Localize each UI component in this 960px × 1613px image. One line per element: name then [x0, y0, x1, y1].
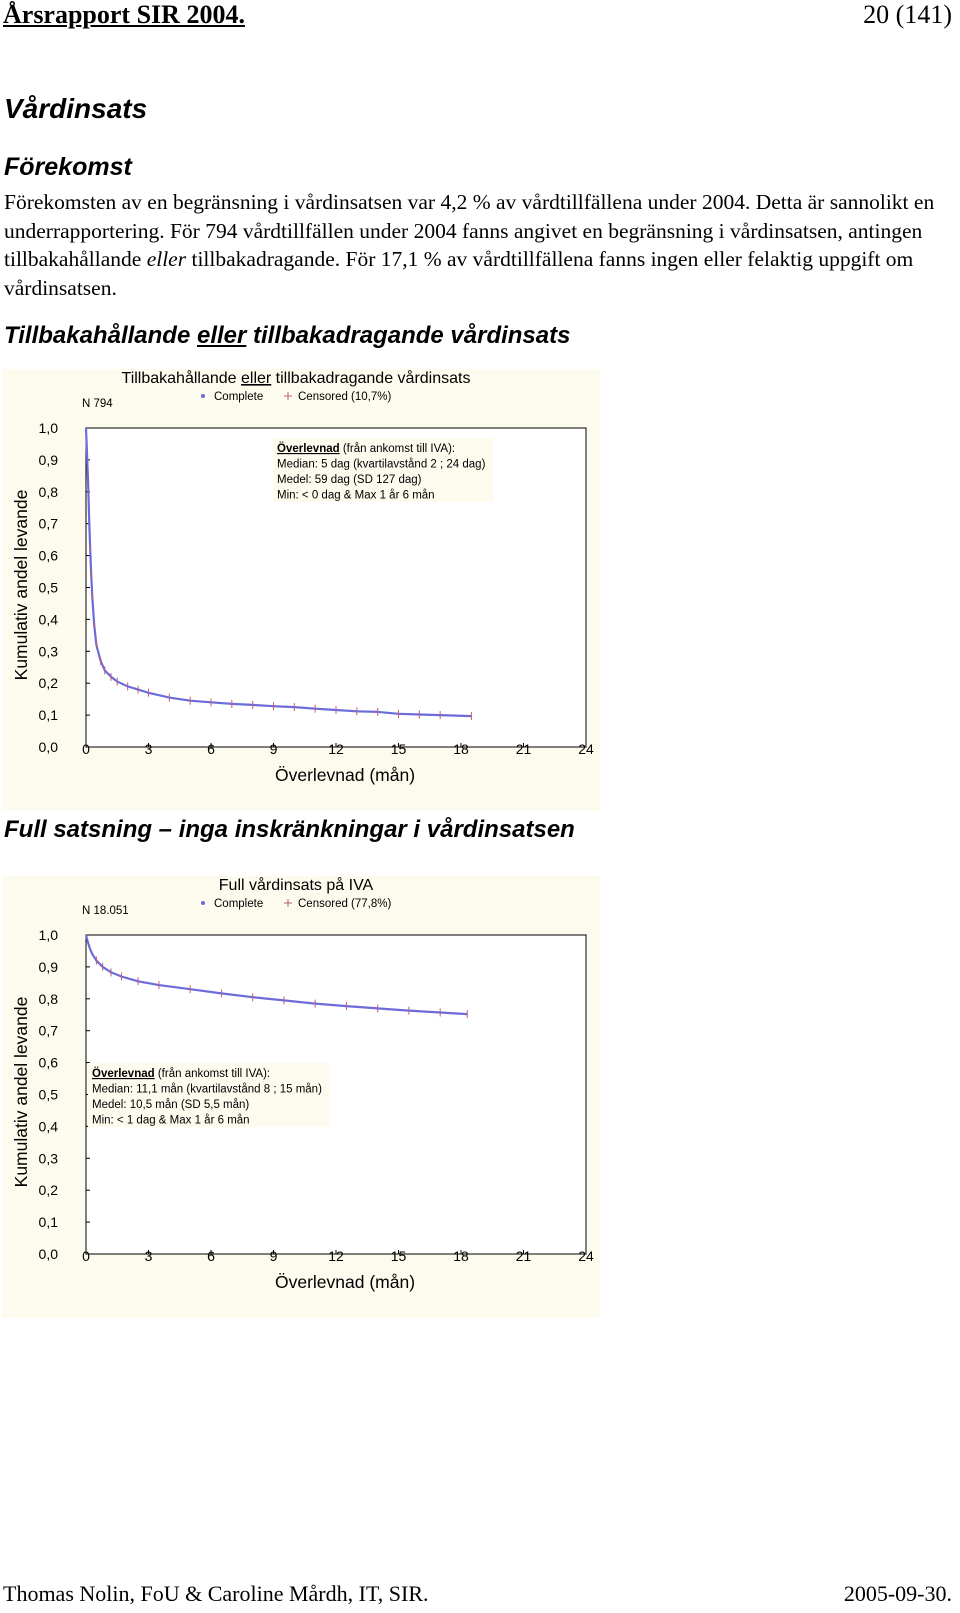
annotation-rest: (från ankomst till IVA):: [155, 1068, 270, 1080]
y-tick-label: 0,0: [39, 1246, 59, 1262]
y-tick-label: 0,5: [39, 580, 59, 596]
intro-paragraph: Förekomsten av en begränsning i vårdinsa…: [4, 188, 949, 302]
x-tick-label: 15: [391, 741, 407, 757]
paragraph-part1: Förekomsten av en begränsning i vårdinsa…: [4, 190, 935, 271]
y-tick-label: 0,1: [39, 1214, 59, 1230]
y-tick-label: 0,5: [39, 1087, 59, 1103]
x-tick-label: 0: [82, 741, 90, 757]
footer-authors: Thomas Nolin, FoU & Caroline Mårdh, IT, …: [3, 1581, 429, 1606]
y-tick-label: 0,1: [39, 707, 59, 723]
x-tick-label: 9: [270, 741, 278, 757]
chart-title: Full vårdinsats på IVA: [219, 876, 374, 894]
y-tick-label: 0,4: [39, 1118, 59, 1134]
legend-complete: Complete: [214, 391, 263, 403]
subsection-title: Förekomst: [4, 153, 132, 181]
x-tick-label: 21: [516, 741, 532, 757]
y-tick-label: 0,0: [39, 739, 59, 755]
x-tick-label: 24: [578, 741, 594, 757]
chart2-heading: Full satsning – inga inskränkningar i vå…: [4, 816, 575, 843]
y-tick-label: 0,7: [39, 1023, 59, 1039]
chart1-heading-pre: Tillbakahållande: [4, 322, 197, 349]
legend-complete-marker: [201, 901, 205, 905]
y-tick-label: 0,7: [39, 516, 59, 532]
x-tick-label: 15: [391, 1248, 407, 1264]
x-tick-label: 12: [328, 741, 344, 757]
paragraph-emphasis: eller: [146, 247, 187, 271]
chart1-heading-underlined: eller: [196, 322, 247, 349]
paragraph-part2: tillbakadragande. För 17,1 % av vårdtill…: [4, 247, 914, 300]
section-title: Vårdinsats: [4, 93, 148, 124]
n-label: N 794: [82, 398, 113, 410]
chart-title: Tillbakahållande eller tillbakadragande …: [122, 369, 471, 387]
chart-title-pre: Tillbakahållande: [122, 369, 241, 387]
survival-chart-restricted: Tillbakahållande eller tillbakadragande …: [2, 369, 600, 811]
legend-censored: Censored (77,8%): [298, 898, 391, 910]
annotation-line: Median: 11,1 mån (kvartilavstånd 8 ; 15 …: [92, 1084, 322, 1096]
chart-title-underlined: eller: [241, 370, 272, 387]
legend-complete: Complete: [214, 898, 263, 910]
legend-complete-marker: [201, 394, 205, 398]
x-tick-label: 9: [270, 1248, 278, 1264]
chart-title-pre: Full vårdinsats på IVA: [219, 876, 374, 894]
y-axis-label: Kumulativ andel levande: [11, 997, 31, 1188]
legend-censored-marker: [284, 899, 292, 907]
y-tick-label: 1,0: [39, 420, 59, 436]
y-tick-label: 0,4: [39, 611, 59, 627]
chart1-heading-post: tillbakadragande vårdinsats: [246, 322, 571, 349]
annotation-line-1: Överlevnad (från ankomst till IVA):: [92, 1067, 270, 1080]
annotation-line: Medel: 10,5 mån (SD 5,5 mån): [92, 1099, 249, 1111]
y-tick-label: 0,2: [39, 675, 59, 691]
y-tick-label: 0,6: [39, 1055, 59, 1071]
chart1-heading: Tillbakahållande eller tillbakadragande …: [4, 322, 570, 350]
survival-chart-full: Full vårdinsats på IVA N 18.051 Complete Ce…: [2, 876, 600, 1318]
x-tick-label: 6: [207, 741, 215, 757]
annotation-line: Min: < 0 dag & Max 1 år 6 mån: [277, 490, 435, 502]
y-tick-label: 0,9: [39, 959, 59, 975]
chart-svg: Tillbakahållande eller tillbakadragande …: [2, 369, 600, 811]
legend-censored-marker: [284, 392, 292, 400]
y-axis-label: Kumulativ andel levande: [11, 490, 31, 681]
annotation-box: [273, 438, 493, 502]
y-tick-label: 0,8: [39, 991, 59, 1007]
y-tick-label: 0,6: [39, 548, 59, 564]
y-tick-label: 0,8: [39, 484, 59, 500]
x-axis-label: Överlevnad (mån): [275, 765, 415, 785]
annotation-box: [88, 1063, 330, 1127]
annotation-line: Median: 5 dag (kvartilavstånd 2 ; 24 dag…: [277, 459, 486, 471]
annotation-line-1: Överlevnad (från ankomst till IVA):: [277, 442, 455, 455]
report-title: Årsrapport SIR 2004.: [3, 0, 245, 29]
footer-date: 2005-09-30.: [843, 1581, 952, 1606]
y-tick-label: 0,3: [39, 1150, 59, 1166]
chart-title-post: tillbakadragande vårdinsats: [271, 369, 470, 387]
annotation-rest: (från ankomst till IVA):: [340, 443, 455, 455]
annotation-line: Medel: 59 dag (SD 127 dag): [277, 474, 422, 486]
x-tick-label: 0: [82, 1248, 90, 1264]
y-tick-label: 1,0: [39, 927, 59, 943]
x-tick-label: 18: [453, 741, 469, 757]
x-tick-label: 21: [516, 1248, 532, 1264]
chart-svg: Full vårdinsats på IVA N 18.051 Complete Ce…: [2, 876, 600, 1318]
x-tick-label: 6: [207, 1248, 215, 1264]
n-label: N 18.051: [82, 905, 129, 917]
x-tick-label: 3: [145, 741, 153, 757]
annotation-bold: Överlevnad: [277, 442, 340, 455]
x-tick-label: 24: [578, 1248, 594, 1264]
legend-censored: Censored (10,7%): [298, 391, 391, 403]
page-number: 20 (141): [863, 0, 952, 29]
x-tick-label: 18: [453, 1248, 469, 1264]
x-axis-label: Överlevnad (mån): [275, 1272, 415, 1292]
y-tick-label: 0,3: [39, 643, 59, 659]
y-tick-label: 0,2: [39, 1182, 59, 1198]
x-tick-label: 12: [328, 1248, 344, 1264]
annotation-bold: Överlevnad: [92, 1067, 155, 1080]
x-tick-label: 3: [145, 1248, 153, 1264]
annotation-line: Min: < 1 dag & Max 1 år 6 mån: [92, 1115, 250, 1127]
survival-curve: [84, 934, 468, 1016]
y-tick-label: 0,9: [39, 452, 59, 468]
